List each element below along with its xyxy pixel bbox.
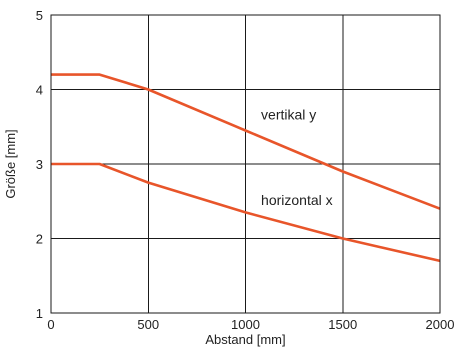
- y-tick-label: 5: [36, 8, 43, 23]
- plot-frame: [50, 14, 441, 314]
- series-line-1: [51, 162, 441, 263]
- tick-labels: 0 500 1000 1500 2000 1 2 3 4 5: [36, 8, 455, 332]
- annotation-label: vertikal y: [261, 106, 316, 122]
- y-tick-label: 4: [36, 83, 43, 98]
- y-axis-label: Größe [mm]: [3, 129, 18, 198]
- series-layer: [51, 73, 441, 263]
- x-tick-label: 0: [47, 317, 54, 332]
- x-tick-label: 1500: [328, 317, 357, 332]
- annotations: vertikal y horizontal x: [261, 106, 333, 208]
- grid: [51, 15, 440, 313]
- y-tick-label: 3: [36, 157, 43, 172]
- y-tick-label: 2: [36, 232, 43, 247]
- x-tick-label: 500: [137, 317, 159, 332]
- y-tick-label: 1: [36, 306, 43, 321]
- x-tick-label: 2000: [426, 317, 455, 332]
- x-tick-label: 1000: [231, 317, 260, 332]
- annotation-label: horizontal x: [261, 192, 333, 208]
- x-axis-label: Abstand [mm]: [205, 332, 285, 347]
- series-line-0: [51, 73, 441, 210]
